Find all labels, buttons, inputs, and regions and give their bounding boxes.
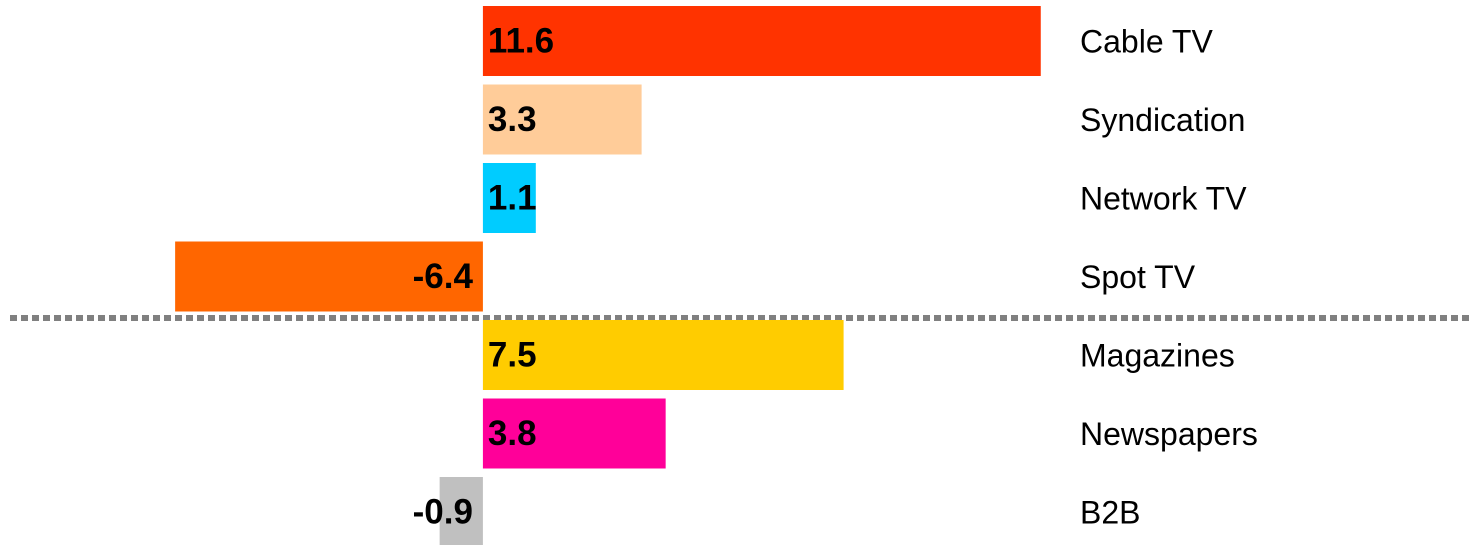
value-label: 3.3 (488, 100, 537, 139)
category-label: Cable TV (1080, 23, 1213, 59)
bar (175, 241, 483, 312)
category-label: Spot TV (1080, 259, 1196, 295)
category-label: B2B (1080, 494, 1140, 530)
bar (482, 84, 642, 155)
value-label: 11.6 (488, 21, 554, 60)
bar (482, 163, 536, 233)
value-label: -0.9 (413, 492, 473, 531)
bar (482, 398, 666, 469)
value-label: 7.5 (488, 335, 537, 374)
value-label: 3.8 (488, 414, 537, 453)
value-label: -6.4 (413, 257, 474, 296)
bar (482, 6, 1041, 76)
bar (482, 320, 844, 390)
category-label: Network TV (1080, 180, 1247, 216)
value-label: 1.1 (488, 178, 537, 217)
bar (439, 477, 483, 545)
category-label: Magazines (1080, 337, 1235, 373)
category-label: Syndication (1080, 102, 1245, 138)
category-label: Newspapers (1080, 416, 1258, 452)
